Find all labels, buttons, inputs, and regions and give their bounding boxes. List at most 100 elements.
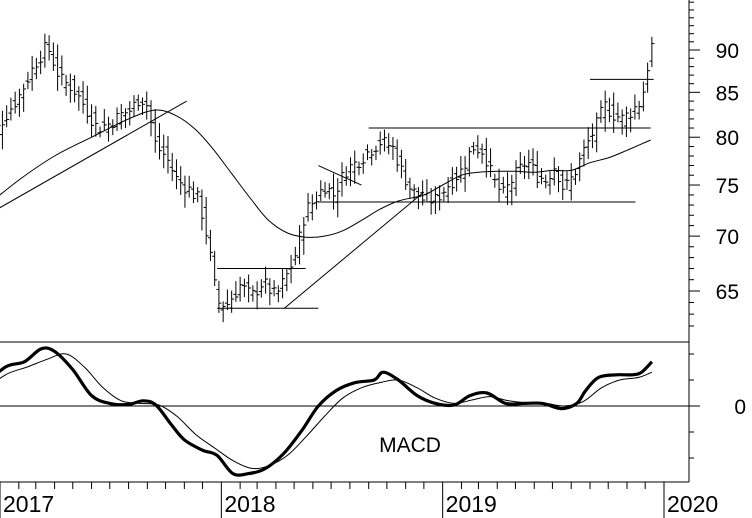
price-bar	[526, 149, 532, 180]
price-bar	[619, 109, 625, 135]
price-bar	[437, 185, 443, 211]
price-bar	[305, 192, 311, 222]
price-bar	[564, 171, 570, 191]
price-bar	[224, 289, 230, 311]
price-bar	[331, 173, 337, 210]
price-bar	[33, 57, 39, 80]
price-bar	[50, 42, 56, 71]
price-bar	[140, 97, 146, 116]
price-bar	[381, 129, 387, 152]
price-bar	[458, 155, 464, 183]
price-tick-label: 85	[716, 82, 739, 105]
price-bar	[394, 139, 400, 172]
price-bar	[636, 100, 642, 120]
price-bar	[284, 268, 290, 292]
price-bar	[195, 187, 201, 203]
price-bar	[250, 285, 256, 302]
price-bar	[309, 194, 315, 221]
price-bar	[335, 178, 341, 218]
price-bar	[186, 175, 192, 198]
price-bar	[275, 285, 281, 303]
price-bar	[475, 135, 481, 159]
price-bar	[449, 167, 455, 195]
price-bar	[364, 144, 370, 161]
price-bar	[517, 152, 523, 174]
price-bar	[148, 100, 154, 137]
price-bar	[386, 133, 392, 155]
price-bars	[0, 33, 655, 323]
price-bar	[0, 110, 5, 150]
price-bar	[207, 229, 213, 262]
price-bar	[649, 36, 655, 68]
price-bar	[29, 55, 35, 91]
price-bar	[445, 177, 451, 204]
macd-label: MACD	[379, 434, 441, 457]
x-tick-label: 2019	[446, 491, 497, 517]
price-bar	[72, 75, 78, 103]
price-bar	[500, 176, 506, 194]
price-bar	[602, 90, 608, 132]
x-axis: 2017 2018 2019 2020	[0, 481, 718, 518]
price-bar	[301, 217, 307, 255]
price-bar	[424, 179, 430, 202]
price-bar	[479, 143, 485, 164]
price-bar	[318, 180, 324, 202]
price-tick-label: 75	[716, 175, 739, 198]
price-bar	[377, 131, 383, 155]
price-bar	[488, 148, 494, 178]
price-bar	[59, 55, 65, 86]
price-bar	[594, 112, 600, 153]
price-bar	[237, 276, 243, 302]
macd-signal-line	[0, 353, 653, 470]
price-bar	[390, 136, 396, 160]
price-bar	[212, 250, 218, 287]
price-bar	[492, 173, 498, 188]
price-bar	[496, 168, 502, 202]
price-bar	[297, 225, 303, 265]
price-bar	[233, 281, 239, 302]
price-bar	[89, 104, 95, 138]
price-bar	[131, 95, 137, 117]
price-bar	[560, 169, 566, 200]
price-bar	[466, 147, 472, 177]
price-bar	[441, 186, 447, 203]
price-bar	[254, 281, 260, 310]
price-bar	[190, 181, 196, 204]
price-bar	[356, 161, 362, 176]
price-bar	[220, 301, 226, 323]
price-bar	[432, 186, 438, 215]
price-bar	[110, 119, 116, 136]
price-bar	[0, 124, 1, 126]
price-bar	[522, 155, 528, 180]
price-bar	[8, 97, 14, 121]
price-bar	[38, 50, 44, 75]
price-bar	[258, 279, 264, 298]
price-bar	[534, 150, 540, 188]
price-bar	[322, 182, 328, 198]
price-y-axis: 65 70 75 80 85 90	[689, 1, 739, 327]
price-bar	[505, 172, 511, 206]
price-bar	[513, 160, 519, 196]
price-bar	[373, 145, 379, 161]
price-bar	[165, 136, 171, 174]
price-bar	[21, 83, 27, 112]
price-bar	[12, 91, 18, 114]
price-bar	[80, 81, 86, 114]
price-tick-label: 90	[716, 40, 739, 63]
price-bar	[135, 94, 141, 111]
price-bar	[241, 278, 247, 298]
price-bar	[199, 189, 205, 231]
price-bar	[551, 157, 557, 186]
price-bar	[169, 152, 175, 182]
price-bar	[271, 280, 277, 297]
price-bar	[267, 278, 273, 306]
price-bar	[246, 274, 252, 303]
price-panel: 65 70 75 80 85 90	[0, 1, 739, 327]
macd-line	[0, 346, 654, 477]
price-bar	[118, 104, 124, 130]
price-bar	[543, 174, 549, 189]
price-bar	[360, 153, 366, 174]
price-bar	[581, 139, 587, 167]
price-bar	[263, 266, 269, 294]
